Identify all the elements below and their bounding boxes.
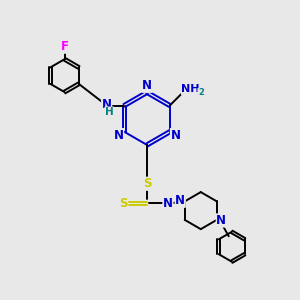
Text: F: F [61, 40, 68, 53]
Text: N: N [175, 194, 185, 207]
Text: NH: NH [182, 84, 200, 94]
Text: S: S [143, 177, 151, 190]
Text: H: H [105, 107, 114, 117]
Text: N: N [216, 214, 226, 227]
Text: S: S [119, 197, 128, 210]
Text: 2: 2 [198, 88, 204, 98]
Text: N: N [170, 129, 181, 142]
Text: N: N [142, 79, 152, 92]
Text: N: N [102, 98, 112, 110]
Text: N: N [163, 197, 173, 210]
Text: N: N [114, 129, 124, 142]
